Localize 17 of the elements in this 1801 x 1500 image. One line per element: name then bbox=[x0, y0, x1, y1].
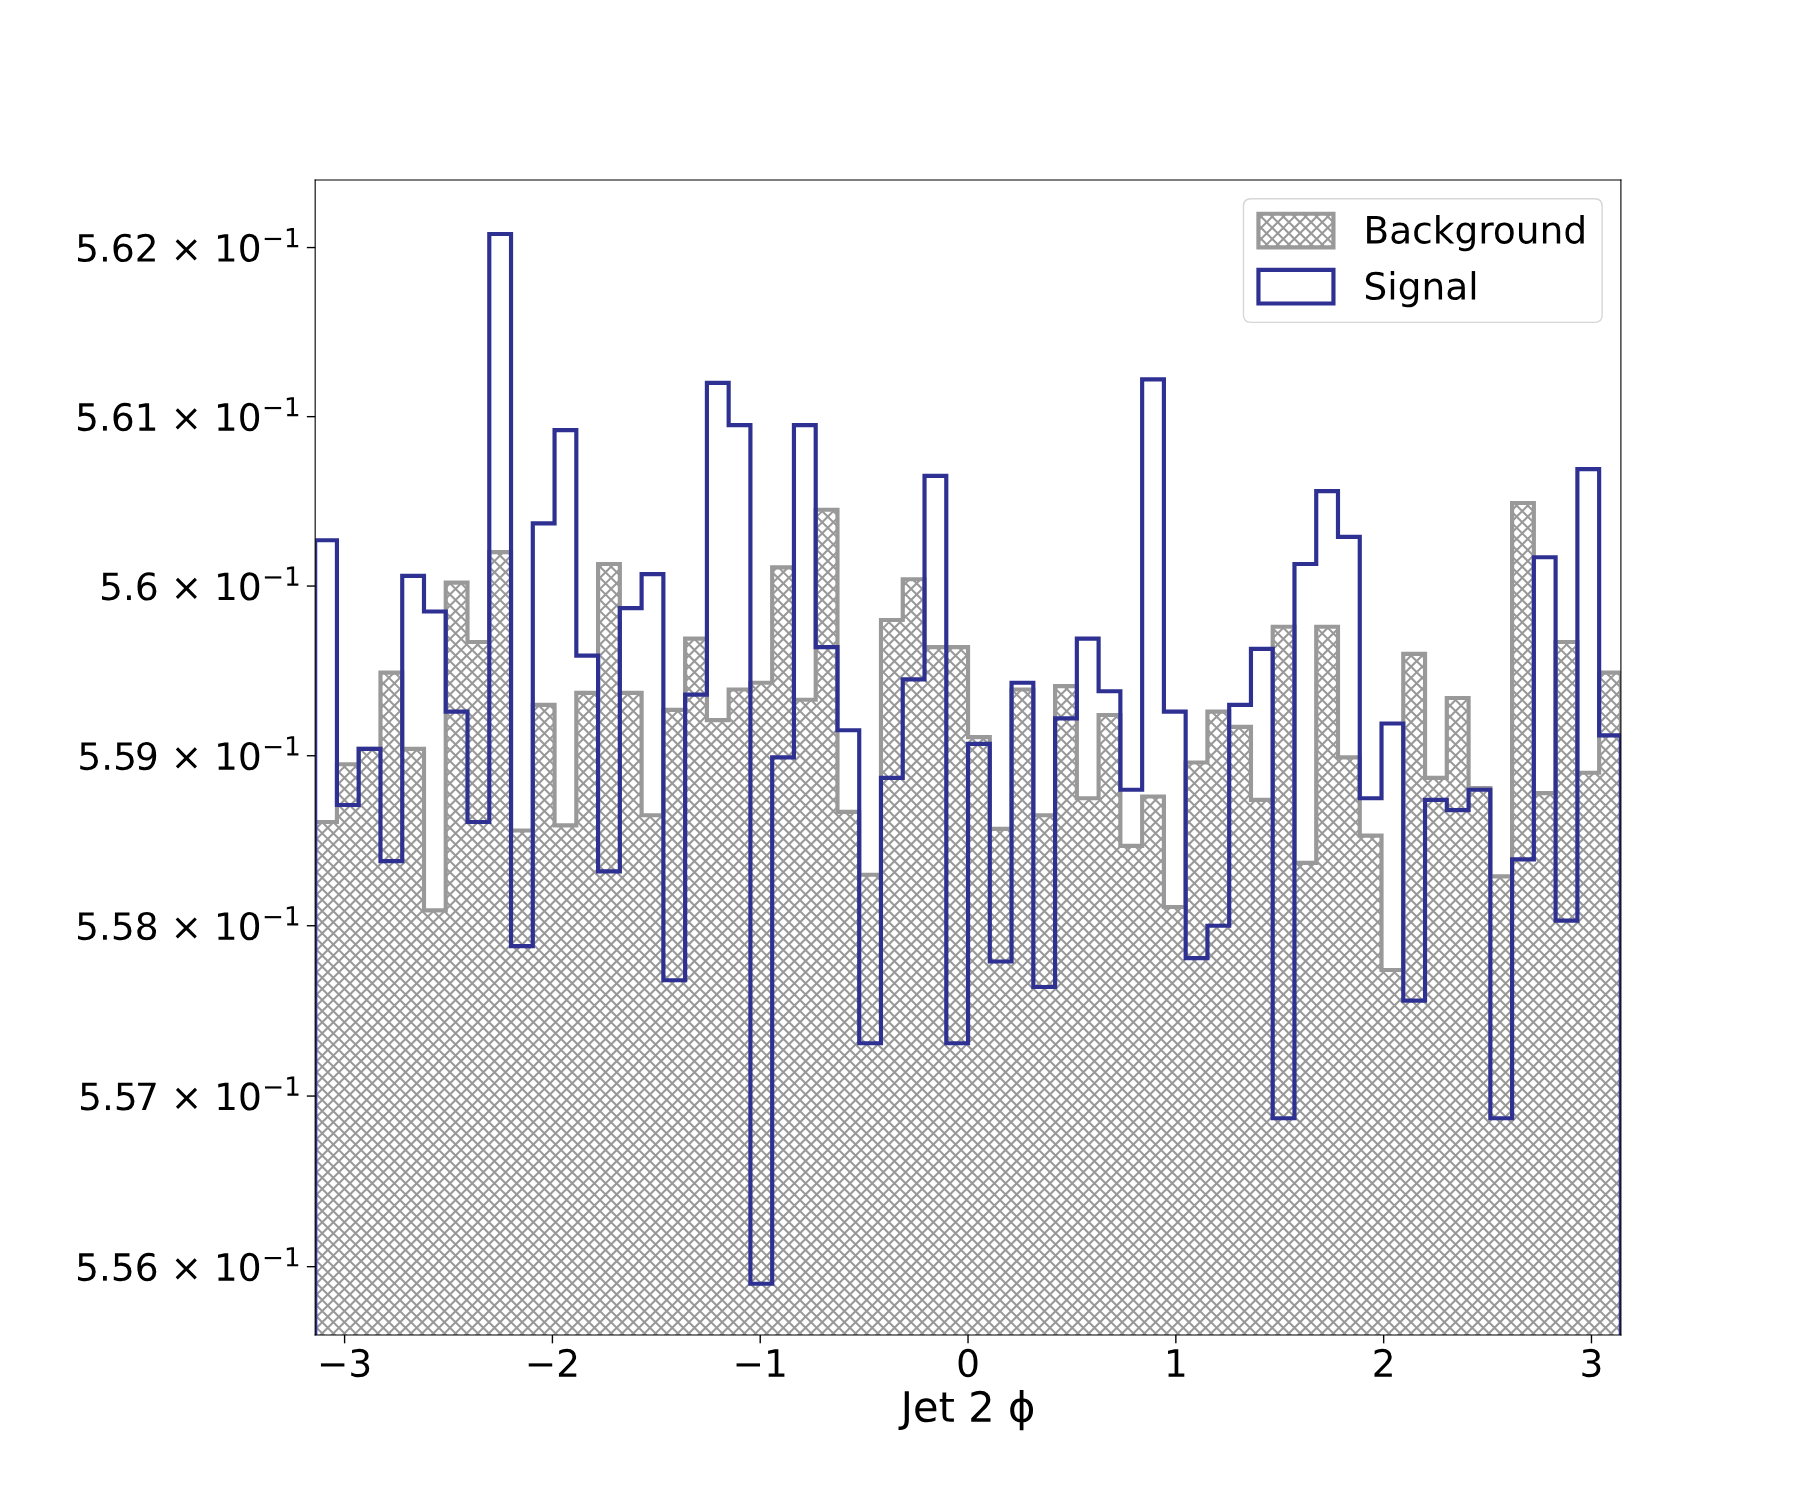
y-tick-label: 5.57 × 10$^{−1}$ bbox=[81, 1076, 299, 1111]
y-tick-label: 5.56 × 10$^{−1}$ bbox=[78, 1247, 299, 1282]
legend-label: Signal bbox=[1365, 271, 1476, 308]
x-tick-label: −2 bbox=[528, 1348, 577, 1377]
x-tick-label: 3 bbox=[1582, 1348, 1601, 1378]
x-tick-label: 2 bbox=[1374, 1348, 1392, 1377]
x-tick-label: 1 bbox=[1168, 1349, 1185, 1377]
x-tick-label: −3 bbox=[320, 1348, 370, 1378]
y-tick-label: 5.59 × 10$^{−1}$ bbox=[80, 736, 299, 771]
y-tick-label: 5.62 × 10$^{−1}$ bbox=[78, 228, 299, 263]
x-axis-title: Jet 2 ϕ bbox=[898, 1390, 1034, 1431]
y-tick-label: 5.61 × 10$^{−1}$ bbox=[78, 397, 299, 432]
y-tick-label: 5.58 × 10$^{−1}$ bbox=[78, 906, 299, 941]
x-tick-label: −1 bbox=[736, 1349, 785, 1377]
x-tick-label: 0 bbox=[958, 1348, 978, 1378]
y-tick-label: 5.6 × 10$^{−1}$ bbox=[102, 566, 299, 601]
legend-label: Background bbox=[1367, 214, 1584, 252]
